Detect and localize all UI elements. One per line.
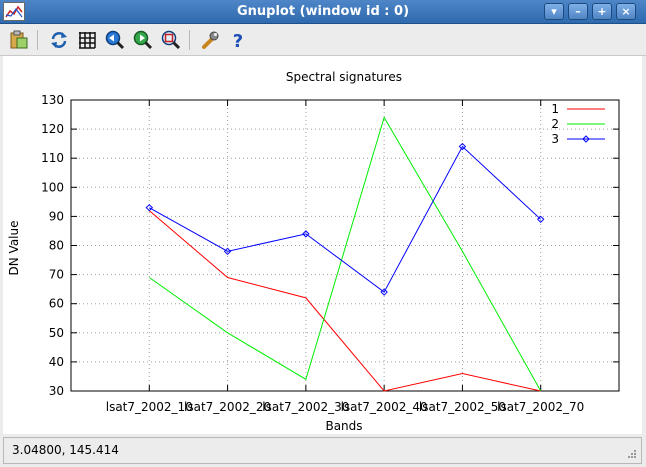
data-point-marker (458, 142, 467, 151)
data-point-marker (302, 230, 310, 238)
grid-lines (71, 100, 619, 391)
x-axis-label: Bands (325, 419, 362, 433)
gnuplot-app-icon[interactable] (3, 2, 25, 21)
data-point-marker (380, 288, 388, 296)
zoom-previous-icon (105, 30, 125, 50)
maximize-icon: + (597, 5, 607, 18)
line-chart: 30405060708090100110120130lsat7_2002_10l… (7, 70, 620, 433)
y-tick-label: 80 (49, 239, 64, 253)
toolbar-separator (37, 30, 38, 50)
legend-label: 1 (551, 102, 559, 116)
window-menu-button[interactable]: ▾ (544, 3, 564, 20)
window-title: Gnuplot (window id : 0) (236, 4, 410, 19)
x-tick-label: lsat7_2002_70 (497, 400, 584, 414)
series-lines (145, 116, 545, 392)
data-point-marker (145, 203, 153, 212)
close-button[interactable]: × (616, 3, 636, 20)
grid-icon (79, 32, 96, 49)
y-tick-label: 90 (49, 209, 64, 223)
legend-label: 2 (551, 117, 559, 131)
series-line-1 (148, 210, 541, 392)
chevron-down-icon: ▾ (551, 5, 557, 18)
toolbar: ? (0, 24, 646, 56)
y-tick-label: 100 (41, 180, 64, 194)
data-point-marker (223, 247, 232, 256)
minimize-button[interactable]: – (568, 3, 588, 20)
legend: 123 (551, 102, 605, 146)
y-tick-label: 130 (41, 93, 64, 107)
help-icon: ? (233, 31, 243, 50)
series-line-3 (149, 145, 542, 293)
clipboard-icon (10, 30, 28, 49)
x-tick-label: lsat7_2002_30 (262, 400, 349, 414)
y-tick-label: 120 (41, 122, 64, 136)
minimize-icon: – (575, 5, 581, 18)
axes: 30405060708090100110120130lsat7_2002_10l… (41, 93, 620, 414)
zoom-next-icon (133, 30, 153, 50)
x-tick-label: lsat7_2002_10 (106, 400, 193, 414)
legend-marker (582, 135, 590, 143)
replot-button[interactable] (48, 29, 70, 51)
x-tick-label: lsat7_2002_20 (184, 400, 271, 414)
data-point-marker (537, 215, 545, 224)
wrench-icon (202, 31, 219, 49)
y-tick-label: 70 (49, 268, 64, 282)
configure-button[interactable] (199, 29, 221, 51)
maximize-button[interactable]: + (592, 3, 612, 20)
y-tick-label: 40 (49, 355, 64, 369)
plot-border (70, 99, 620, 392)
x-tick-label: lsat7_2002_50 (419, 400, 506, 414)
refresh-icon (51, 32, 67, 48)
status-bar: 3.04800, 145.414 (3, 437, 642, 464)
title-bar: Gnuplot (window id : 0) ▾ – + × (0, 0, 646, 24)
mouse-coordinates: 3.04800, 145.414 (12, 443, 119, 457)
autoscale-button[interactable] (160, 29, 182, 51)
y-tick-label: 60 (49, 297, 64, 311)
copy-to-clipboard-button[interactable] (8, 29, 30, 51)
next-zoom-button[interactable] (132, 29, 154, 51)
help-button[interactable]: ? (227, 29, 249, 51)
x-tick-label: lsat7_2002_40 (341, 400, 428, 414)
close-icon: × (621, 5, 631, 18)
toggle-grid-button[interactable] (76, 29, 98, 51)
y-axis-label: DN Value (7, 221, 21, 276)
chart-title: Spectral signatures (286, 70, 402, 84)
autoscale-icon (161, 30, 181, 50)
resize-grip-icon[interactable] (627, 449, 637, 459)
y-tick-label: 50 (49, 326, 64, 340)
plot-canvas[interactable]: 30 40 50 60 70 80 90 100 110 120 130 lsat7_2002_10 l… (3, 56, 642, 434)
y-tick-label: 110 (41, 151, 64, 165)
series-line-2 (148, 116, 542, 392)
legend-label: 3 (551, 132, 559, 146)
previous-zoom-button[interactable] (104, 29, 126, 51)
toolbar-separator (189, 30, 190, 50)
y-tick-label: 30 (49, 384, 64, 398)
svg-text:?: ? (233, 31, 243, 50)
